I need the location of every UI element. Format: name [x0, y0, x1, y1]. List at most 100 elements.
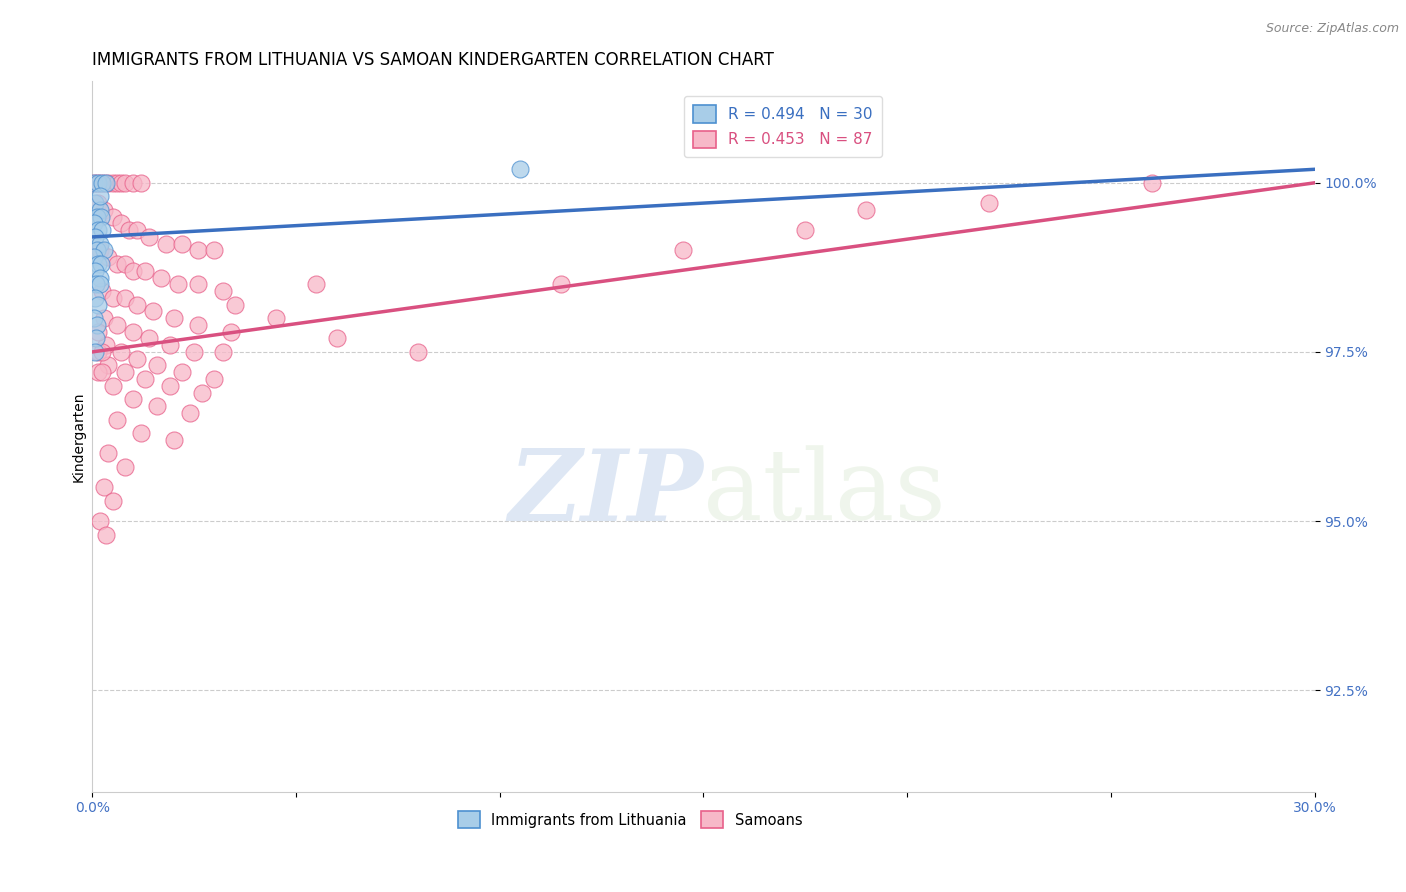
Point — [89, 514, 111, 528]
Text: Source: ZipAtlas.com: Source: ZipAtlas.com — [1265, 22, 1399, 36]
Point — [101, 493, 124, 508]
Point — [146, 359, 169, 373]
Point — [110, 345, 132, 359]
Point — [91, 345, 114, 359]
Point — [325, 331, 347, 345]
Point — [84, 331, 107, 345]
Point — [89, 277, 111, 292]
Point — [219, 325, 242, 339]
Point — [122, 264, 145, 278]
Point — [87, 196, 110, 211]
Point — [89, 189, 111, 203]
Legend: Immigrants from Lithuania, Samoans: Immigrants from Lithuania, Samoans — [451, 805, 808, 834]
Point — [96, 527, 118, 541]
Point — [855, 202, 877, 217]
Point — [89, 202, 111, 217]
Point — [211, 345, 233, 359]
Point — [150, 270, 173, 285]
Text: ZIP: ZIP — [509, 445, 703, 541]
Point — [89, 176, 111, 190]
Point — [87, 345, 110, 359]
Point — [264, 311, 287, 326]
Point — [87, 223, 110, 237]
Point — [89, 236, 111, 251]
Point — [83, 176, 105, 190]
Point — [550, 277, 572, 292]
Point — [86, 318, 108, 332]
Point — [977, 196, 1000, 211]
Point — [125, 351, 148, 366]
Point — [86, 210, 108, 224]
Point — [97, 176, 120, 190]
Point — [97, 250, 120, 264]
Point — [90, 257, 112, 271]
Point — [138, 331, 160, 345]
Point — [159, 378, 181, 392]
Point — [91, 284, 114, 298]
Point — [89, 244, 111, 258]
Point — [142, 304, 165, 318]
Point — [93, 480, 115, 494]
Point — [83, 176, 105, 190]
Point — [101, 176, 124, 190]
Point — [97, 359, 120, 373]
Point — [183, 345, 205, 359]
Point — [91, 176, 114, 190]
Point — [87, 257, 110, 271]
Text: IMMIGRANTS FROM LITHUANIA VS SAMOAN KINDERGARTEN CORRELATION CHART: IMMIGRANTS FROM LITHUANIA VS SAMOAN KIND… — [93, 51, 775, 69]
Point — [509, 162, 531, 177]
Point — [93, 311, 115, 326]
Point — [96, 176, 118, 190]
Point — [114, 257, 136, 271]
Point — [86, 176, 108, 190]
Point — [170, 365, 193, 379]
Point — [84, 196, 107, 211]
Point — [134, 372, 156, 386]
Point — [105, 176, 128, 190]
Point — [101, 210, 124, 224]
Point — [406, 345, 429, 359]
Point — [105, 257, 128, 271]
Point — [224, 297, 246, 311]
Text: atlas: atlas — [703, 445, 946, 541]
Point — [114, 176, 136, 190]
Point — [134, 264, 156, 278]
Point — [87, 297, 110, 311]
Point — [87, 176, 110, 190]
Point — [89, 270, 111, 285]
Point — [1140, 176, 1163, 190]
Point — [83, 311, 105, 326]
Point — [187, 318, 209, 332]
Point — [163, 311, 186, 326]
Point — [93, 176, 115, 190]
Point — [146, 399, 169, 413]
Point — [84, 230, 107, 244]
Point — [90, 210, 112, 224]
Point — [179, 406, 201, 420]
Point — [83, 216, 105, 230]
Point — [87, 365, 110, 379]
Point — [122, 176, 145, 190]
Point — [122, 392, 145, 407]
Point — [672, 244, 695, 258]
Point — [84, 277, 107, 292]
Point — [129, 176, 152, 190]
Point — [125, 223, 148, 237]
Point — [170, 236, 193, 251]
Point — [163, 433, 186, 447]
Point — [118, 223, 141, 237]
Point — [155, 236, 177, 251]
Point — [125, 297, 148, 311]
Point — [122, 325, 145, 339]
Point — [91, 223, 114, 237]
Point — [105, 412, 128, 426]
Point — [114, 459, 136, 474]
Point — [110, 216, 132, 230]
Point — [129, 426, 152, 441]
Point — [159, 338, 181, 352]
Point — [97, 446, 120, 460]
Point — [101, 291, 124, 305]
Point — [96, 338, 118, 352]
Point — [114, 365, 136, 379]
Point — [93, 202, 115, 217]
